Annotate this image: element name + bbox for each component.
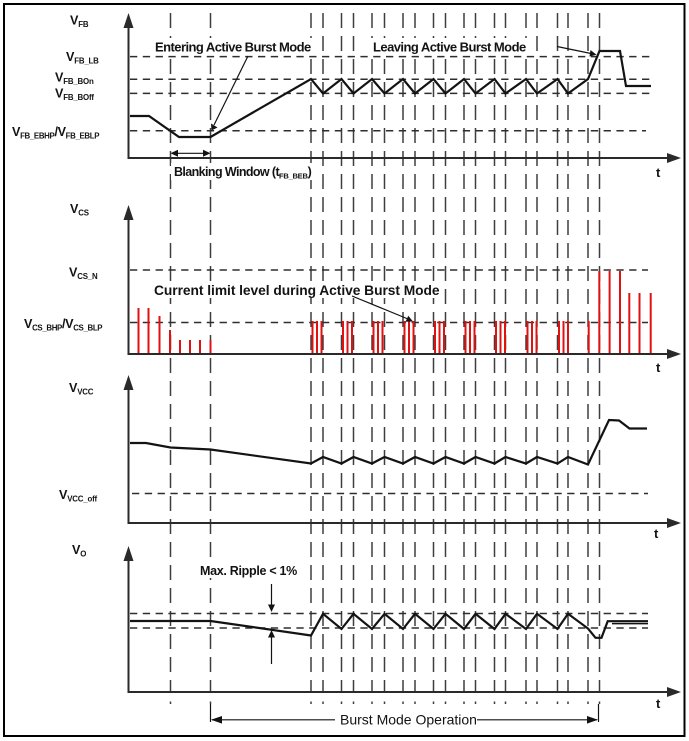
svg-text:Blanking Window (tFB_BEB): Blanking Window (tFB_BEB) xyxy=(174,165,312,181)
svg-text:Burst Mode Operation: Burst Mode Operation xyxy=(340,712,477,728)
svg-text:Leaving Active Burst Mode: Leaving Active Burst Mode xyxy=(373,40,526,55)
svg-text:t: t xyxy=(656,696,661,711)
svg-text:t: t xyxy=(656,165,661,180)
svg-text:Entering Active Burst Mode: Entering Active Burst Mode xyxy=(155,40,311,55)
svg-text:t: t xyxy=(654,526,659,541)
svg-text:Current limit level during Act: Current limit level during Active Burst … xyxy=(154,283,440,298)
svg-text:t: t xyxy=(656,360,661,375)
svg-text:Max. Ripple < 1%: Max. Ripple < 1% xyxy=(200,564,297,578)
